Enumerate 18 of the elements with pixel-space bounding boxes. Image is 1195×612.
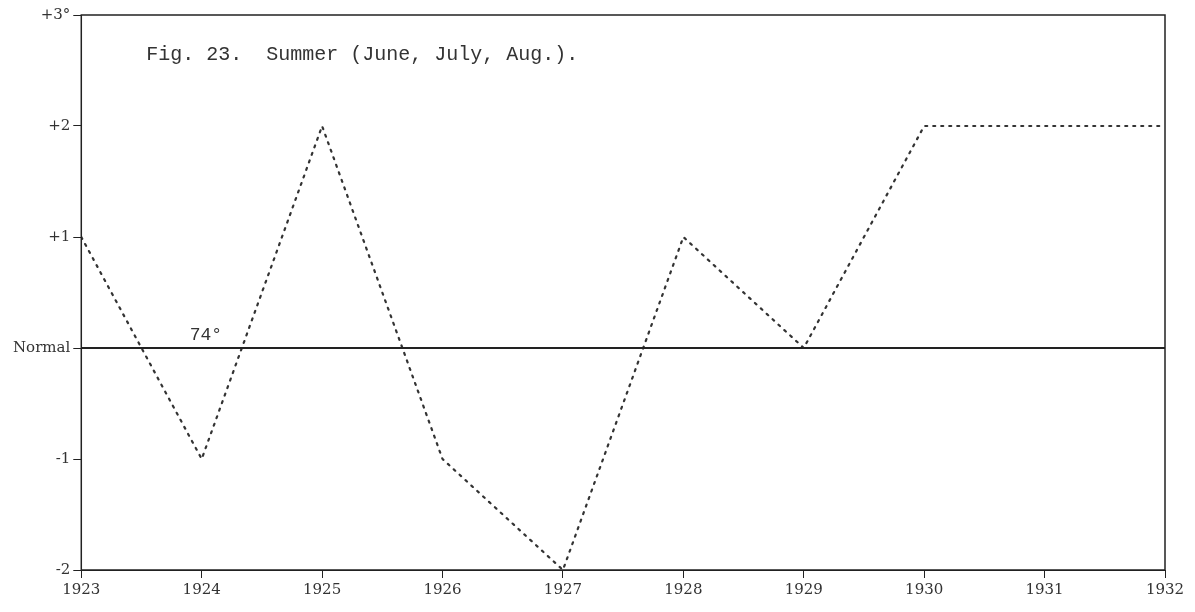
x-tick-label: 1931 xyxy=(1025,579,1064,598)
y-tick-label: -2 xyxy=(55,559,71,578)
y-tick-label: +2 xyxy=(48,115,71,134)
x-tick-label: 1927 xyxy=(543,579,583,598)
x-tick-label: 1926 xyxy=(423,579,462,598)
x-tick-label: 1932 xyxy=(1145,579,1185,598)
x-tick-label: 1923 xyxy=(62,579,101,598)
y-tick-label: +3° xyxy=(40,4,71,23)
annotation: 74° xyxy=(189,325,223,345)
x-tick-label: 1929 xyxy=(784,579,823,598)
x-tick-label: 1930 xyxy=(905,579,944,598)
y-tick-label: Normal xyxy=(12,337,71,356)
y-tick-label: -1 xyxy=(55,448,71,467)
x-tick-label: 1924 xyxy=(182,579,221,598)
y-tick-label: +1 xyxy=(48,226,71,245)
x-tick-label: 1928 xyxy=(664,579,703,598)
x-tick-label: 1925 xyxy=(303,579,342,598)
text: Fig. 23. Summer (June, July, Aug.). xyxy=(146,43,579,66)
